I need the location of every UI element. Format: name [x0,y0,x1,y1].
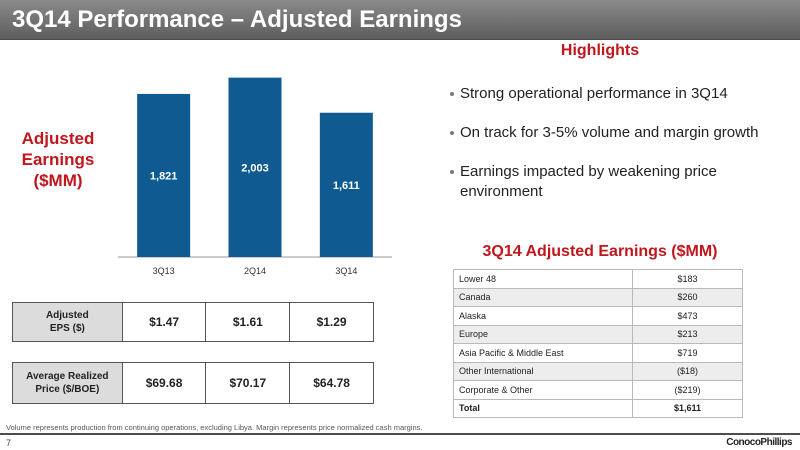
eps-label-line2: EPS ($) [49,323,85,334]
chart-side-label-line1: Adjusted [21,129,95,148]
chart-side-label-line3: ($MM) [33,171,83,190]
segment-value: $473 [632,306,743,326]
price-row-label: Average Realized Price ($/BOE) [12,362,123,404]
highlight-item: On track for 3-5% volume and margin grow… [450,123,790,143]
highlight-item: Strong operational performance in 3Q14 [450,84,790,104]
bar-value-label: 1,821 [150,170,178,182]
highlights-title: Highlights [560,42,640,59]
page-number: 7 [6,438,12,448]
table-row: Average Realized Price ($/BOE) $69.68 $7… [12,362,374,404]
segment-value: $260 [632,287,743,307]
segment-value: $213 [632,324,743,344]
table-row: Asia Pacific & Middle East $719 [453,343,743,363]
eps-value: $1.29 [289,302,374,342]
table-row: Corporate & Other ($219) [453,380,743,400]
segment-table-title: 3Q14 Adjusted Earnings ($MM) [482,243,718,260]
table-row: Adjusted EPS ($) $1.47 $1.61 $1.29 [12,302,374,342]
bar-value-label: 1,611 [333,180,360,192]
table-row: Alaska $473 [453,306,743,326]
adjusted-eps-table: Adjusted EPS ($) $1.47 $1.61 $1.29 [12,302,374,342]
segment-earnings-table: Lower 48 $183 Canada $260 Alaska $473 Eu… [453,269,743,418]
eps-value: $1.47 [121,302,207,342]
segment-name: Alaska [453,306,633,326]
title-bar: 3Q14 Performance – Adjusted Earnings [0,0,800,40]
price-value: $64.78 [289,362,374,404]
footnote: Volume represents production from contin… [6,423,423,432]
company-logo: ConocoPhillips [726,437,792,448]
segment-name: Lower 48 [453,269,633,289]
segment-name: Other International [453,361,633,381]
segment-name: Corporate & Other [453,380,633,400]
segment-value: ($219) [632,380,743,400]
price-label-line2: Price ($/BOE) [35,384,100,395]
adjusted-earnings-bar-chart: 1,821 3Q13 2,003 2Q14 1,611 3Q14 [118,77,392,276]
bar-2q14 [228,77,282,257]
table-row: Europe $213 [453,324,743,344]
eps-row-label: Adjusted EPS ($) [12,302,123,342]
total-label: Total [453,398,633,418]
bar-3q14 [319,112,373,257]
price-value: $69.68 [121,362,207,404]
segment-name: Asia Pacific & Middle East [453,343,633,363]
table-row: Lower 48 $183 [453,269,743,289]
chart-side-label-line2: Earnings [21,150,95,169]
segment-value: ($18) [632,361,743,381]
x-tick-label: 3Q13 [153,266,175,276]
chart-side-label: Adjusted Earnings ($MM) [8,128,108,191]
x-tick-label: 2Q14 [244,266,266,276]
footer-divider [0,433,800,435]
segment-name: Canada [453,287,633,307]
realized-price-table: Average Realized Price ($/BOE) $69.68 $7… [12,362,374,404]
bar-3q13 [137,93,191,257]
table-total-row: Total $1,611 [453,398,743,418]
table-row: Canada $260 [453,287,743,307]
price-label-line1: Average Realized [26,371,109,382]
segment-value: $719 [632,343,743,363]
price-value: $70.17 [205,362,291,404]
highlight-item: Earnings impacted by weakening price env… [450,162,790,202]
segment-value: $183 [632,269,743,289]
eps-value: $1.61 [205,302,291,342]
total-value: $1,611 [632,398,743,418]
eps-label-line1: Adjusted [45,310,89,321]
table-row: Other International ($18) [453,361,743,381]
segment-name: Europe [453,324,633,344]
bar-value-label: 2,003 [241,162,269,174]
slide-title: 3Q14 Performance – Adjusted Earnings [12,6,462,33]
highlights-list: Strong operational performance in 3Q14 O… [450,84,790,221]
x-tick-label: 3Q14 [335,266,357,276]
